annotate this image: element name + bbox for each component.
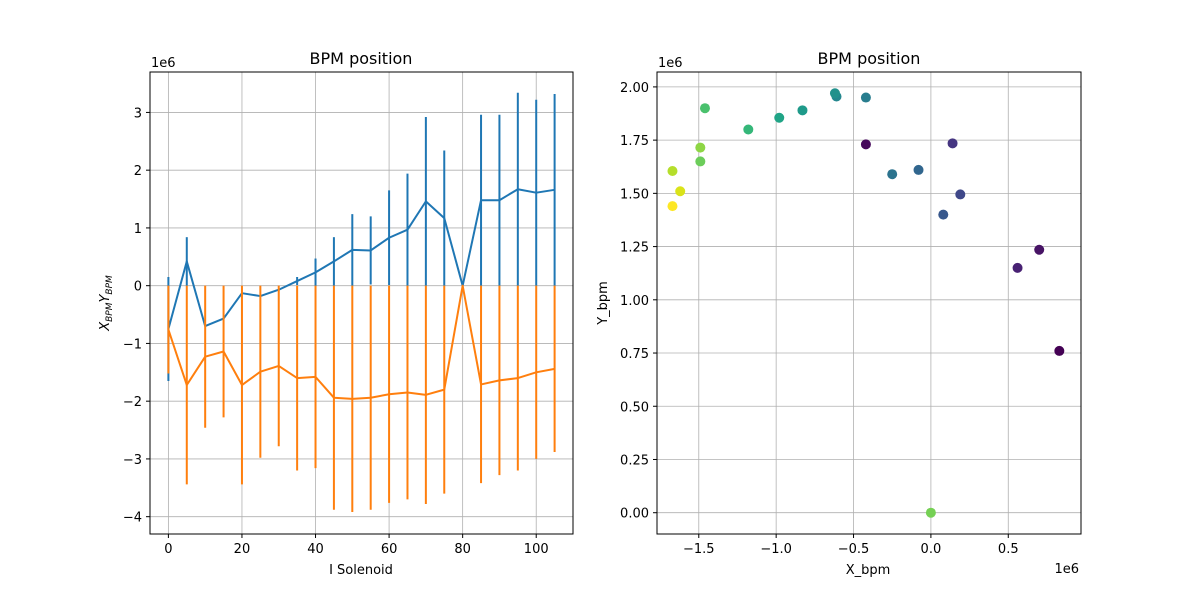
left-y-tick-label: −3 [123, 453, 142, 468]
left-chart-title: BPM position [310, 49, 413, 68]
right-y-tick-label: 0.50 [620, 400, 649, 415]
right-y-tick-label: 2.00 [620, 81, 649, 96]
left-y-tick-label: 0 [134, 280, 142, 295]
left-chart: 0 20 40 60 80 100 −4 −3 −2 −1 0 1 2 3 BPM position I … [98, 49, 574, 578]
scatter-point [829, 88, 840, 99]
scatter-point [860, 92, 871, 103]
scatter-point [947, 138, 958, 149]
right-axes-frame [656, 71, 1082, 535]
right-chart: −1.5 −1.0 −0.5 0.0 0.5 0.00 0.25 0.50 0.75 1.00 1.… [596, 49, 1082, 578]
left-x-tick-label: 100 [524, 542, 549, 557]
right-x-tick-label: −1.0 [760, 542, 792, 557]
scatter-point [1054, 345, 1065, 356]
left-y-offset-label: 1e6 [151, 56, 176, 71]
scatter-point [743, 124, 754, 135]
scatter-point [667, 166, 678, 176]
right-x-axis-label: X_bpm [846, 563, 891, 578]
right-y-offset-label: 1e6 [658, 56, 683, 71]
right-y-tick-label: 1.00 [620, 294, 649, 309]
right-y-tick-label: 0.25 [620, 453, 649, 468]
left-y-tick-label: 2 [134, 164, 142, 179]
left-y-tick-label: 3 [134, 106, 142, 121]
scatter-point [797, 105, 808, 116]
scatter-point [925, 507, 936, 518]
scatter-point [695, 156, 706, 167]
right-y-tick-label: 0.00 [620, 507, 649, 522]
left-y-label-y: Y [98, 294, 113, 303]
scatter-point [699, 103, 710, 114]
right-grid [657, 72, 1081, 534]
right-y-axis-label: Y_bpm [596, 281, 611, 326]
scatter-point [887, 169, 898, 180]
left-ticks: 0 20 40 60 80 100 −4 −3 −2 −1 0 1 2 3 [123, 106, 549, 557]
scatter-point [913, 164, 924, 175]
left-y-tick-label: −2 [123, 395, 142, 410]
right-y-tick-label: 1.25 [620, 241, 649, 256]
right-ticks: −1.5 −1.0 −0.5 0.0 0.5 0.00 0.25 0.50 0.75 1.00 1.… [620, 81, 1019, 557]
x-bpm-series-line [167, 188, 555, 330]
scatter-point [1012, 262, 1023, 273]
right-x-tick-label: −0.5 [838, 542, 870, 557]
left-x-tick-label: 20 [234, 542, 251, 557]
left-x-tick-label: 60 [381, 542, 398, 557]
left-y-label-y-sub: BPM [105, 275, 115, 295]
scatter-point [938, 209, 949, 220]
right-y-tick-label: 1.75 [620, 134, 649, 149]
left-x-tick-label: 40 [307, 542, 324, 557]
right-data [667, 88, 1065, 518]
right-y-tick-label: 1.50 [620, 187, 649, 202]
y-bpm-series-line [167, 284, 555, 400]
scatter-point [774, 112, 785, 123]
left-x-axis-label: I Solenoid [329, 563, 393, 578]
right-plot-area [657, 72, 1081, 534]
scatter-point [667, 201, 678, 212]
scatter-point [1034, 244, 1045, 255]
left-y-axis-label: XBPMYBPM [98, 275, 115, 332]
right-x-tick-label: 0.0 [921, 542, 942, 557]
scatter-point [860, 139, 871, 150]
scatter-point [675, 186, 686, 197]
left-y-tick-label: −1 [123, 337, 142, 352]
right-chart-title: BPM position [818, 49, 921, 68]
scatter-point [955, 189, 966, 200]
right-x-offset-label: 1e6 [1054, 562, 1079, 577]
scatter-point [695, 142, 706, 153]
left-y-label-x: X [98, 321, 113, 332]
left-y-tick-label: 1 [134, 222, 142, 237]
left-x-tick-label: 0 [164, 542, 172, 557]
left-axes-frame [149, 71, 574, 535]
left-plot-area [150, 72, 573, 534]
left-x-tick-label: 80 [454, 542, 471, 557]
right-y-tick-label: 0.75 [620, 347, 649, 362]
left-y-tick-label: −4 [123, 511, 142, 526]
right-x-tick-label: 0.5 [998, 542, 1019, 557]
right-x-tick-label: −1.5 [683, 542, 715, 557]
left-y-label-x-sub: BPM [105, 302, 115, 322]
left-data [167, 92, 556, 513]
